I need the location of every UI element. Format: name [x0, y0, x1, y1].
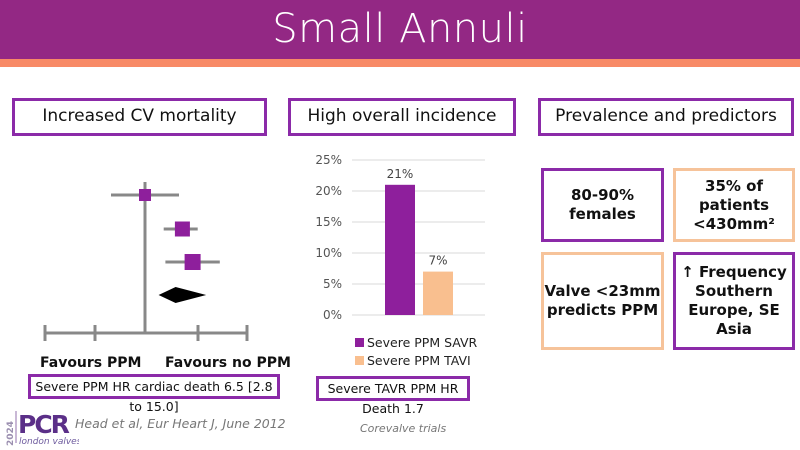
legend-swatch-savr [355, 337, 364, 347]
card-line: females [569, 205, 636, 223]
slide-title: Small Annuli [272, 6, 528, 52]
favours-no-ppm-label: Favours no PPM [165, 355, 291, 371]
section-title-prevalence: Prevalence and predictors [538, 98, 794, 136]
tavr-note-box: Severe TAVR PPM HR Death 1.7 [316, 376, 470, 416]
y-tick-label: 0% [323, 308, 342, 322]
reference-head: Head et al, Eur Heart J, June 2012 [75, 416, 286, 431]
card-line: Southern [695, 282, 773, 300]
y-tick-label: 20% [315, 184, 342, 198]
y-tick-label: 15% [315, 215, 342, 229]
card-females: 80-90% females [541, 168, 664, 242]
section-title-text: Prevalence and predictors [555, 106, 777, 126]
incidence-bar-chart: 0% 5% 10% 15% 20% 25% 21% 7% [315, 153, 485, 322]
section-title-text: High overall incidence [307, 106, 497, 126]
card-line: <430mm² [693, 214, 775, 233]
card-line: Europe, SE [688, 301, 780, 319]
pcr-london-valves-logo: 2024 PCR london valves [6, 410, 79, 447]
tavr-note: Severe TAVR PPM HR Death 1.7 [327, 381, 459, 416]
title-bar [0, 0, 800, 59]
y-tick-label: 10% [315, 246, 342, 260]
card-line: Valve <23mm [544, 282, 661, 300]
logo-year: 2024 [6, 421, 16, 446]
study-estimate-marker [174, 221, 190, 237]
reference-corevalve: Corevalve trials [360, 422, 447, 435]
study-estimate-marker [184, 254, 201, 270]
study-estimate-marker [139, 189, 151, 201]
legend-item-savr: Severe PPM SAVR [355, 333, 477, 351]
mortality-note-box: Severe PPM HR cardiac death 6.5 [2.8 to … [28, 374, 280, 414]
y-tick-label: 25% [315, 153, 342, 167]
section-title-incidence: High overall incidence [288, 98, 516, 136]
chart-legend: Severe PPM SAVR Severe PPM TAVI [355, 333, 477, 369]
logo-sub: london valves [19, 437, 79, 447]
legend-swatch-tavi [355, 355, 364, 365]
legend-item-tavi: Severe PPM TAVI [355, 351, 477, 369]
logo-brand: PCR [18, 410, 70, 439]
mortality-note: Severe PPM HR cardiac death 6.5 [2.8 to … [35, 379, 273, 414]
card-line: 80-90% [570, 186, 634, 204]
card-frequency-region: ↑ Frequency Southern Europe, SE Asia [673, 252, 795, 350]
card-line: predicts PPM [546, 301, 659, 319]
y-tick-label: 5% [323, 277, 342, 291]
card-line: patients [698, 195, 770, 214]
card-small-annulus-share: 35% of patients <430mm² [673, 168, 795, 242]
accent-stripe [0, 59, 800, 67]
legend-label-tavi: Severe PPM TAVI [367, 352, 471, 368]
bar-savr [385, 184, 415, 315]
bar-data-label: 7% [428, 254, 447, 268]
card-valve-size: Valve <23mm predicts PPM [541, 252, 664, 350]
pooled-diamond [158, 287, 207, 303]
card-line: ↑ Frequency [681, 263, 787, 281]
section-title-mortality: Increased CV mortality [12, 98, 267, 136]
forest-plot [43, 182, 249, 341]
section-title-text: Increased CV mortality [42, 106, 237, 126]
card-line: Asia [716, 320, 752, 338]
card-line: 35% of [705, 176, 763, 195]
bar-data-label: 21% [387, 167, 414, 181]
bar-tavi [423, 271, 453, 315]
legend-label-savr: Severe PPM SAVR [367, 334, 478, 350]
favours-ppm-label: Favours PPM [40, 355, 142, 371]
